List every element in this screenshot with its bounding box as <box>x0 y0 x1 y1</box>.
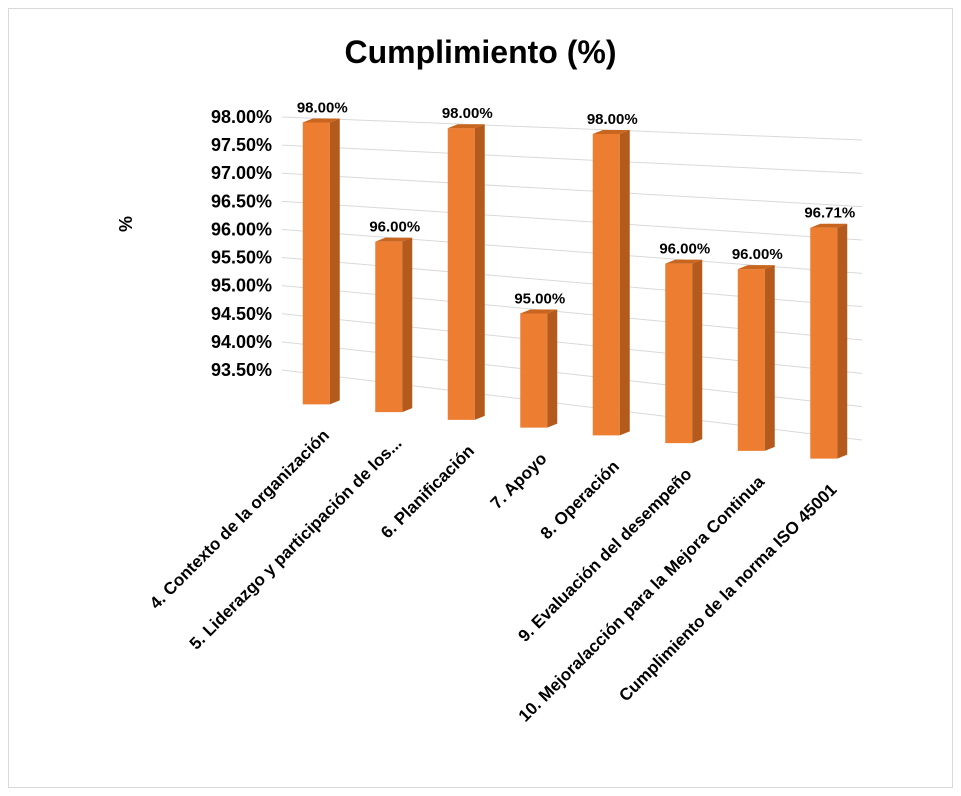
bar-top <box>737 265 775 270</box>
bar-top <box>447 124 485 129</box>
bar-top <box>302 118 340 123</box>
bar-top <box>520 309 558 314</box>
y-tick-label: 95.00% <box>211 276 272 296</box>
gridline <box>281 285 863 341</box>
y-tick-label: 96.50% <box>211 191 272 211</box>
bar <box>737 269 765 451</box>
gridline <box>281 369 863 441</box>
data-label: 95.00% <box>514 290 565 307</box>
bar <box>592 133 620 436</box>
y-tick-label: 95.50% <box>211 248 272 268</box>
bar-side <box>692 259 703 444</box>
bar-top <box>592 129 630 134</box>
gridline <box>281 116 863 141</box>
bar-side <box>619 129 630 436</box>
x-tick-label: 7. Apoyo <box>487 449 551 513</box>
bar-side <box>402 237 413 413</box>
bar <box>665 263 693 444</box>
y-tick-label: 97.50% <box>211 135 272 155</box>
bar <box>520 313 548 428</box>
y-tick-label: 94.00% <box>211 332 272 352</box>
x-tick-label: 9. Evaluación del desempeño <box>514 465 695 646</box>
bar <box>810 227 838 459</box>
bar-top <box>810 223 848 228</box>
y-tick-label: 96.00% <box>211 219 272 239</box>
gridline <box>281 200 863 241</box>
gridline <box>281 341 863 408</box>
bar-top <box>665 259 703 264</box>
bar <box>302 122 330 405</box>
bar-side <box>474 124 485 420</box>
data-label: 96.00% <box>732 246 783 263</box>
chart-title: Cumplimiento (%) <box>344 34 617 70</box>
bar-side <box>764 265 775 451</box>
data-label: 98.00% <box>297 99 348 116</box>
gridline <box>281 257 863 308</box>
y-tick-label: 98.00% <box>211 107 272 127</box>
y-tick-label: 97.00% <box>211 163 272 183</box>
data-label: 96.00% <box>369 219 420 236</box>
gridline <box>281 172 863 208</box>
bar <box>447 128 475 420</box>
bar-top <box>375 237 413 242</box>
data-label: 96.00% <box>659 241 710 258</box>
data-label: 98.00% <box>587 111 638 128</box>
data-label: 98.00% <box>442 105 493 122</box>
bar <box>375 241 403 413</box>
gridline <box>281 144 863 174</box>
bar-side <box>547 309 558 428</box>
data-label: 96.71% <box>804 205 855 222</box>
bar-side <box>837 223 848 459</box>
y-tick-label: 93.50% <box>211 360 272 380</box>
bar-side <box>329 118 340 405</box>
gridline <box>281 313 863 374</box>
y-tick-label: 94.50% <box>211 304 272 324</box>
x-tick-label: 8. Operación <box>537 457 623 543</box>
